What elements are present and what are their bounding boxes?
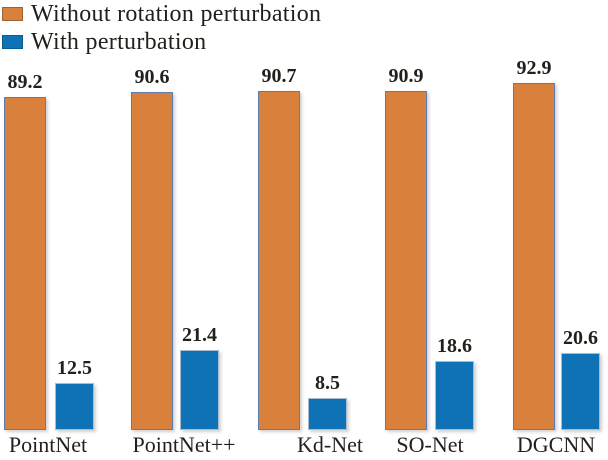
legend-swatch-blue [2, 35, 23, 49]
value-label-with-perturbation: 21.4 [182, 324, 217, 346]
bar-without-perturbation [258, 91, 300, 430]
value-label-with-perturbation: 12.5 [57, 357, 92, 379]
value-label-with-perturbation: 8.5 [315, 372, 340, 394]
value-label-without-perturbation: 90.7 [261, 65, 297, 87]
bar-without-perturbation [131, 92, 173, 430]
value-label-without-perturbation: 90.6 [134, 66, 170, 88]
bar-with-perturbation [308, 398, 347, 430]
category-label: DGCNN [516, 432, 596, 457]
bar-with-perturbation [55, 383, 94, 430]
legend-swatch-orange [2, 7, 23, 21]
legend-item-with-perturbation: With perturbation [2, 28, 321, 56]
category-label: PointNet [8, 432, 88, 457]
category-label: PointNet++ [132, 432, 236, 457]
bar-without-perturbation [4, 97, 46, 430]
value-label-with-perturbation: 18.6 [437, 335, 472, 357]
value-label-without-perturbation: 90.9 [388, 65, 424, 87]
bar-with-perturbation [561, 353, 600, 430]
value-label-with-perturbation: 20.6 [563, 327, 598, 349]
value-label-without-perturbation: 89.2 [7, 71, 43, 93]
chart-legend: Without rotation perturbation With pertu… [2, 0, 321, 56]
bar-with-perturbation [435, 361, 474, 430]
bar-with-perturbation [180, 350, 219, 430]
category-label: Kd-Net [297, 432, 363, 457]
legend-label-without-perturbation: Without rotation perturbation [31, 1, 322, 27]
bar-without-perturbation [385, 91, 427, 430]
legend-item-without-perturbation: Without rotation perturbation [2, 0, 321, 28]
value-label-without-perturbation: 92.9 [516, 57, 552, 79]
category-label: SO-Net [396, 432, 464, 457]
bar-without-perturbation [513, 83, 555, 430]
legend-label-with-perturbation: With perturbation [31, 29, 207, 55]
